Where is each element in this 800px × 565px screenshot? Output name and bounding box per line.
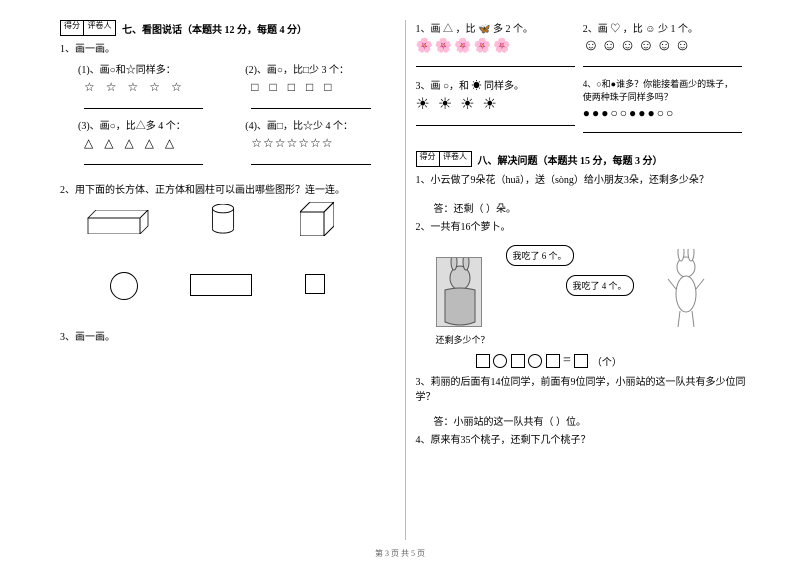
sun-icon: ☀ <box>472 81 482 92</box>
bubble-2: 我吃了 4 个。 <box>566 275 634 296</box>
eq-op <box>493 354 507 368</box>
q3-label: 3、画一画。 <box>60 328 395 343</box>
score-cell-score-8: 得分 <box>416 151 440 167</box>
r1-text: 1、画 △ ，比 🦋 多 2 个。 <box>416 20 575 35</box>
r2-blank <box>583 59 742 67</box>
q1-row2: (3)、画○，比△多 4 个： △ △ △ △ △ (4)、画□，比☆少 4 个… <box>60 117 395 173</box>
q1-1-shapes: ☆ ☆ ☆ ☆ ☆ <box>84 80 227 95</box>
r3-text: 3、画 ○，和 ☀ 同样多。 <box>416 77 575 92</box>
right-row-2: 3、画 ○，和 ☀ 同样多。 ☀ ☀ ☀ ☀ 4、○和●谁多？你能接着画少的珠子… <box>416 77 751 133</box>
s8-q4: 4、原来有35个桃子，还剩下几个桃子？ <box>416 431 751 446</box>
r1-a: 1、画 △ ，比 <box>416 24 476 35</box>
r1-blank <box>416 59 575 67</box>
left-column: 得分 评卷人 七、看图说话（本题共 12 分，每题 4 分） 1、画一画。 (1… <box>50 20 405 540</box>
q1-4-blank <box>251 155 370 165</box>
q1-2: (2)、画○，比□少 3 个： <box>245 61 394 76</box>
section8-title: 八、解决问题（本题共 15 分，每题 3 分） <box>478 152 663 167</box>
r4-text: 4、○和●谁多？你能接着画少的珠子，使两种珠子同样多吗？ <box>583 77 742 103</box>
score-box-7: 得分 评卷人 七、看图说话（本题共 12 分，每题 4 分） <box>60 20 395 36</box>
q2-remain: 还剩多少个？ <box>436 333 490 346</box>
r3-b: 同样多。 <box>484 81 524 92</box>
right-column: 1、画 △ ，比 🦋 多 2 个。 🌸🌸🌸🌸🌸 2、画 ♡ ，比 ☺ 少 1 个… <box>406 20 761 540</box>
bunny-left-icon <box>436 257 482 327</box>
q1-4-shapes: ☆☆☆☆☆☆☆ <box>251 136 394 151</box>
worksheet-page: 得分 评卷人 七、看图说话（本题共 12 分，每题 4 分） 1、画一画。 (1… <box>0 0 800 540</box>
bubble-1: 我吃了 6 个。 <box>506 245 574 266</box>
eq-box <box>546 354 560 368</box>
eq-unit: （个） <box>592 358 622 369</box>
q1-2-shapes: □ □ □ □ □ <box>251 80 394 95</box>
q1-1-blank <box>84 99 203 109</box>
s8-q2: 2、一共有16个萝卜。 <box>416 218 751 233</box>
score-cell-grader-8: 评卷人 <box>440 151 472 167</box>
bunny-area: 我吃了 6 个。 我吃了 4 个。 还剩多少个？ <box>436 239 751 349</box>
bunny-right-icon <box>666 249 706 329</box>
smile-row: ☺☺☺☺☺☺ <box>583 37 742 55</box>
r3-a: 3、画 ○，和 <box>416 81 470 92</box>
sun-row: ☀ ☀ ☀ ☀ <box>416 94 575 114</box>
eq-box <box>476 354 490 368</box>
s8-q1-ans: 答：还剩（ ）朵。 <box>434 200 751 215</box>
q1-3-blank <box>84 155 203 165</box>
q1-4: (4)、画□，比☆少 4 个： <box>245 117 394 132</box>
cylinder-icon <box>210 204 236 234</box>
q1-row1: (1)、画○和☆同样多： ☆ ☆ ☆ ☆ ☆ (2)、画○，比□少 3 个： □… <box>60 61 395 117</box>
flower-row: 🌸🌸🌸🌸🌸 <box>416 37 575 55</box>
q2-label: 2、用下面的长方体、正方体和圆柱可以画出哪些图形？连一连。 <box>60 181 395 196</box>
section7-title: 七、看图说话（本题共 12 分，每题 4 分） <box>122 21 307 36</box>
q1-3-shapes: △ △ △ △ △ <box>84 136 227 151</box>
r2-text: 2、画 ♡ ，比 ☺ 少 1 个。 <box>583 20 742 35</box>
r4-blank <box>583 125 742 133</box>
r3-blank <box>416 118 575 126</box>
cuboid-icon <box>80 210 160 234</box>
butterfly-icon: 🦋 <box>478 24 490 35</box>
rectangle-icon <box>190 274 252 296</box>
score-cell-score: 得分 <box>60 20 84 36</box>
shapes-area <box>80 202 395 322</box>
square-icon <box>305 274 325 294</box>
score-cell-grader: 评卷人 <box>84 20 116 36</box>
s8-q1: 1、小云做了9朵花（huā），送（sòng）给小朋友3朵，还剩多少朵？ <box>416 171 751 186</box>
q1-2-blank <box>251 99 370 109</box>
cube-icon <box>300 202 334 236</box>
s8-q3-ans: 答：小丽站的这一队共有（ ）位。 <box>434 413 751 428</box>
circle-icon <box>110 272 138 300</box>
equation-boxes: = （个） <box>476 353 751 369</box>
eq-box <box>574 354 588 368</box>
bead-row: ●●●○○●●●○○ <box>583 106 742 121</box>
q1-3: (3)、画○，比△多 4 个： <box>78 117 227 132</box>
r1-b: 多 2 个。 <box>493 24 533 35</box>
s8-q3: 3、莉丽的后面有14位同学，前面有9位同学，小丽站的这一队共有多少位同学？ <box>416 373 751 403</box>
page-footer: 第 3 页 共 5 页 <box>0 548 800 559</box>
right-row-1: 1、画 △ ，比 🦋 多 2 个。 🌸🌸🌸🌸🌸 2、画 ♡ ，比 ☺ 少 1 个… <box>416 20 751 67</box>
eq-box <box>511 354 525 368</box>
q1-label: 1、画一画。 <box>60 40 395 55</box>
score-box-8: 得分 评卷人 八、解决问题（本题共 15 分，每题 3 分） <box>416 151 751 167</box>
eq-op <box>528 354 542 368</box>
q1-1: (1)、画○和☆同样多： <box>78 61 227 76</box>
